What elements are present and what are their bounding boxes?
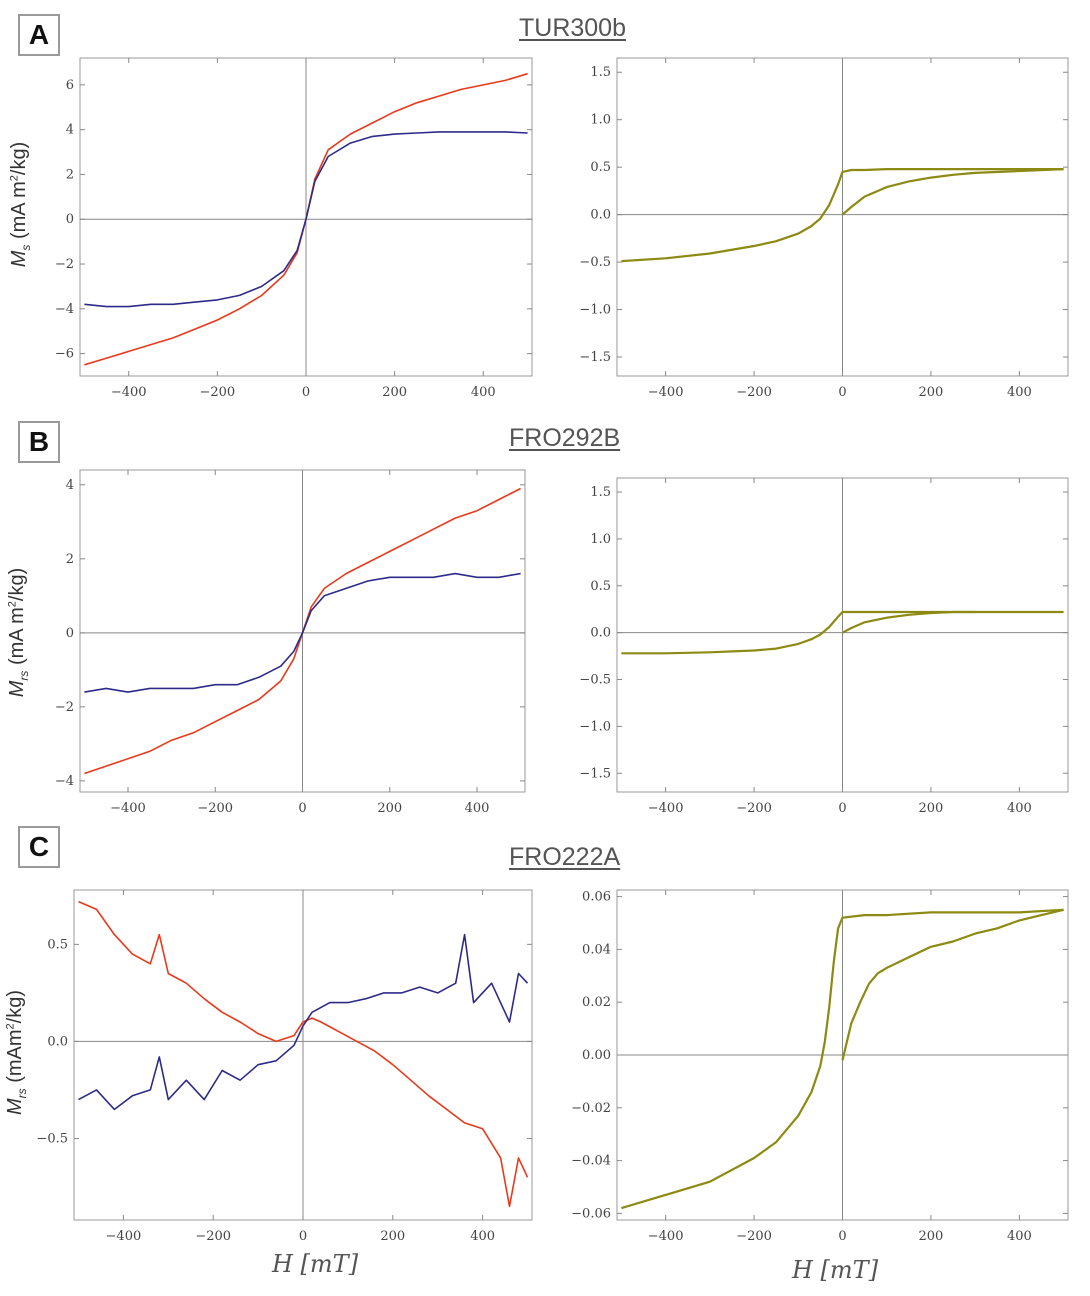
y-tick-label: 6 (66, 78, 74, 93)
x-tick-label: −400 (110, 801, 146, 816)
y-tick-label: −1.0 (579, 303, 611, 318)
x-tick-label: 0 (298, 801, 306, 816)
y-tick-label: −1.5 (579, 766, 611, 781)
x-tick-label: −400 (648, 1229, 684, 1244)
y-tick-label: −2 (55, 700, 74, 715)
y-tick-label: −6 (55, 347, 74, 362)
y-tick-label: 0 (66, 212, 74, 227)
chart-b-left: −400 −200 0 200 400 −4 −2 0 2 4 (55, 469, 526, 816)
y-tick-label: −0.5 (579, 673, 611, 688)
series-line-upper-branch (621, 168, 1064, 263)
x-tick-label: 200 (380, 1229, 405, 1244)
y-tick-label: −4 (55, 302, 74, 317)
x-tick-label: 0 (838, 385, 846, 400)
panel-label-a: A (18, 14, 60, 56)
y-tick-label: 0 (66, 626, 74, 641)
y-tick-label: 0.00 (582, 1048, 611, 1063)
sample-title-c: FRO222A (509, 843, 621, 871)
x-tick-label: 200 (919, 1229, 944, 1244)
x-tick-label: −200 (736, 385, 772, 400)
y-tick-label: 0.0 (47, 1034, 68, 1049)
panel-label-b: B (18, 421, 60, 463)
series-line-lower-branch (841, 610, 976, 634)
x-tick-label: 400 (465, 801, 490, 816)
x-tick-label: 400 (1007, 801, 1032, 816)
chart-c-right: −400 −200 0 200 400 −0.06 −0.04 −0.02 0.00 0.02 0.… (571, 889, 1069, 1244)
x-tick-label: 200 (382, 385, 407, 400)
x-tick-label: 0 (838, 801, 846, 816)
y-tick-label: 1.5 (590, 485, 611, 500)
y-tick-label: 0.5 (590, 579, 611, 594)
chart-a-left: −400 −200 0 200 400 −6 −4 −2 0 2 4 6 (55, 57, 533, 400)
x-tick-label: −200 (736, 1229, 772, 1244)
y-tick-label: −1.0 (579, 719, 611, 734)
y-tick-label: 0.06 (582, 890, 611, 905)
x-tick-label: −400 (648, 385, 684, 400)
y-tick-label: 2 (66, 552, 74, 567)
x-tick-label: −400 (111, 385, 147, 400)
chart-b-right: −400 −200 0 200 400 −1.5 −1.0 −0.5 0.0 0.5 1.0 1.5 (579, 477, 1069, 816)
y-tick-label: 1.5 (590, 65, 611, 80)
y-tick-label: −0.02 (571, 1101, 611, 1116)
series-line-lower-branch (841, 908, 1064, 1061)
sample-title-a: TUR300b (519, 14, 626, 42)
y-tick-label: 1.0 (590, 113, 611, 128)
y-tick-label: 4 (66, 123, 74, 138)
x-tick-label: 400 (471, 385, 496, 400)
series-line-blue (84, 572, 521, 693)
x-tick-label: 200 (919, 385, 944, 400)
y-tick-label: 0.5 (590, 160, 611, 175)
x-tick-label: 0 (838, 1229, 846, 1244)
y-tick-label: −0.06 (571, 1206, 611, 1221)
y-tick-label: 0.0 (590, 626, 611, 641)
x-tick-label: 400 (1007, 385, 1032, 400)
series-line-lower-branch (841, 168, 1064, 216)
y-tick-label: 4 (66, 478, 74, 493)
y-tick-label: −1.5 (579, 350, 611, 365)
y-tick-label: −4 (55, 774, 74, 789)
chart-c-left: −400 −200 0 200 400 −0.5 0.0 0.5 (36, 889, 533, 1244)
x-axis-label-left: H [mT] (272, 1250, 359, 1278)
x-tick-label: 0 (302, 385, 310, 400)
x-tick-label: 200 (377, 801, 402, 816)
panel-label-c: C (18, 826, 60, 868)
series-line-blue (84, 131, 528, 308)
y-tick-label: 2 (66, 167, 74, 182)
x-tick-label: −400 (648, 801, 684, 816)
y-tick-label: 0.0 (590, 208, 611, 223)
sample-title-b: FRO292B (509, 424, 621, 452)
x-tick-label: 400 (470, 1229, 495, 1244)
x-tick-label: 0 (299, 1229, 307, 1244)
y-tick-label: −0.5 (579, 255, 611, 270)
x-tick-label: −400 (106, 1229, 142, 1244)
x-tick-label: −200 (195, 1229, 231, 1244)
x-tick-label: −200 (200, 385, 236, 400)
y-tick-label: 0.04 (582, 942, 611, 957)
chart-a-right: −400 −200 0 200 400 −1.5 −1.0 −0.5 0.0 0.5 1.0 1.5 (579, 57, 1069, 400)
y-tick-label: 1.0 (590, 532, 611, 547)
x-tick-label: 200 (919, 801, 944, 816)
y-tick-label: 0.02 (582, 995, 611, 1010)
series-line-blue (78, 933, 529, 1111)
x-axis-label-right: H [mT] (792, 1256, 879, 1284)
y-tick-label: 0.5 (47, 937, 68, 952)
x-tick-label: −200 (736, 801, 772, 816)
y-tick-label: −2 (55, 257, 74, 272)
series-line-upper-branch (621, 908, 1064, 1210)
y-tick-label: −0.04 (571, 1154, 611, 1169)
y-tick-label: −0.5 (36, 1131, 68, 1146)
x-tick-label: 400 (1007, 1229, 1032, 1244)
x-tick-label: −200 (197, 801, 233, 816)
